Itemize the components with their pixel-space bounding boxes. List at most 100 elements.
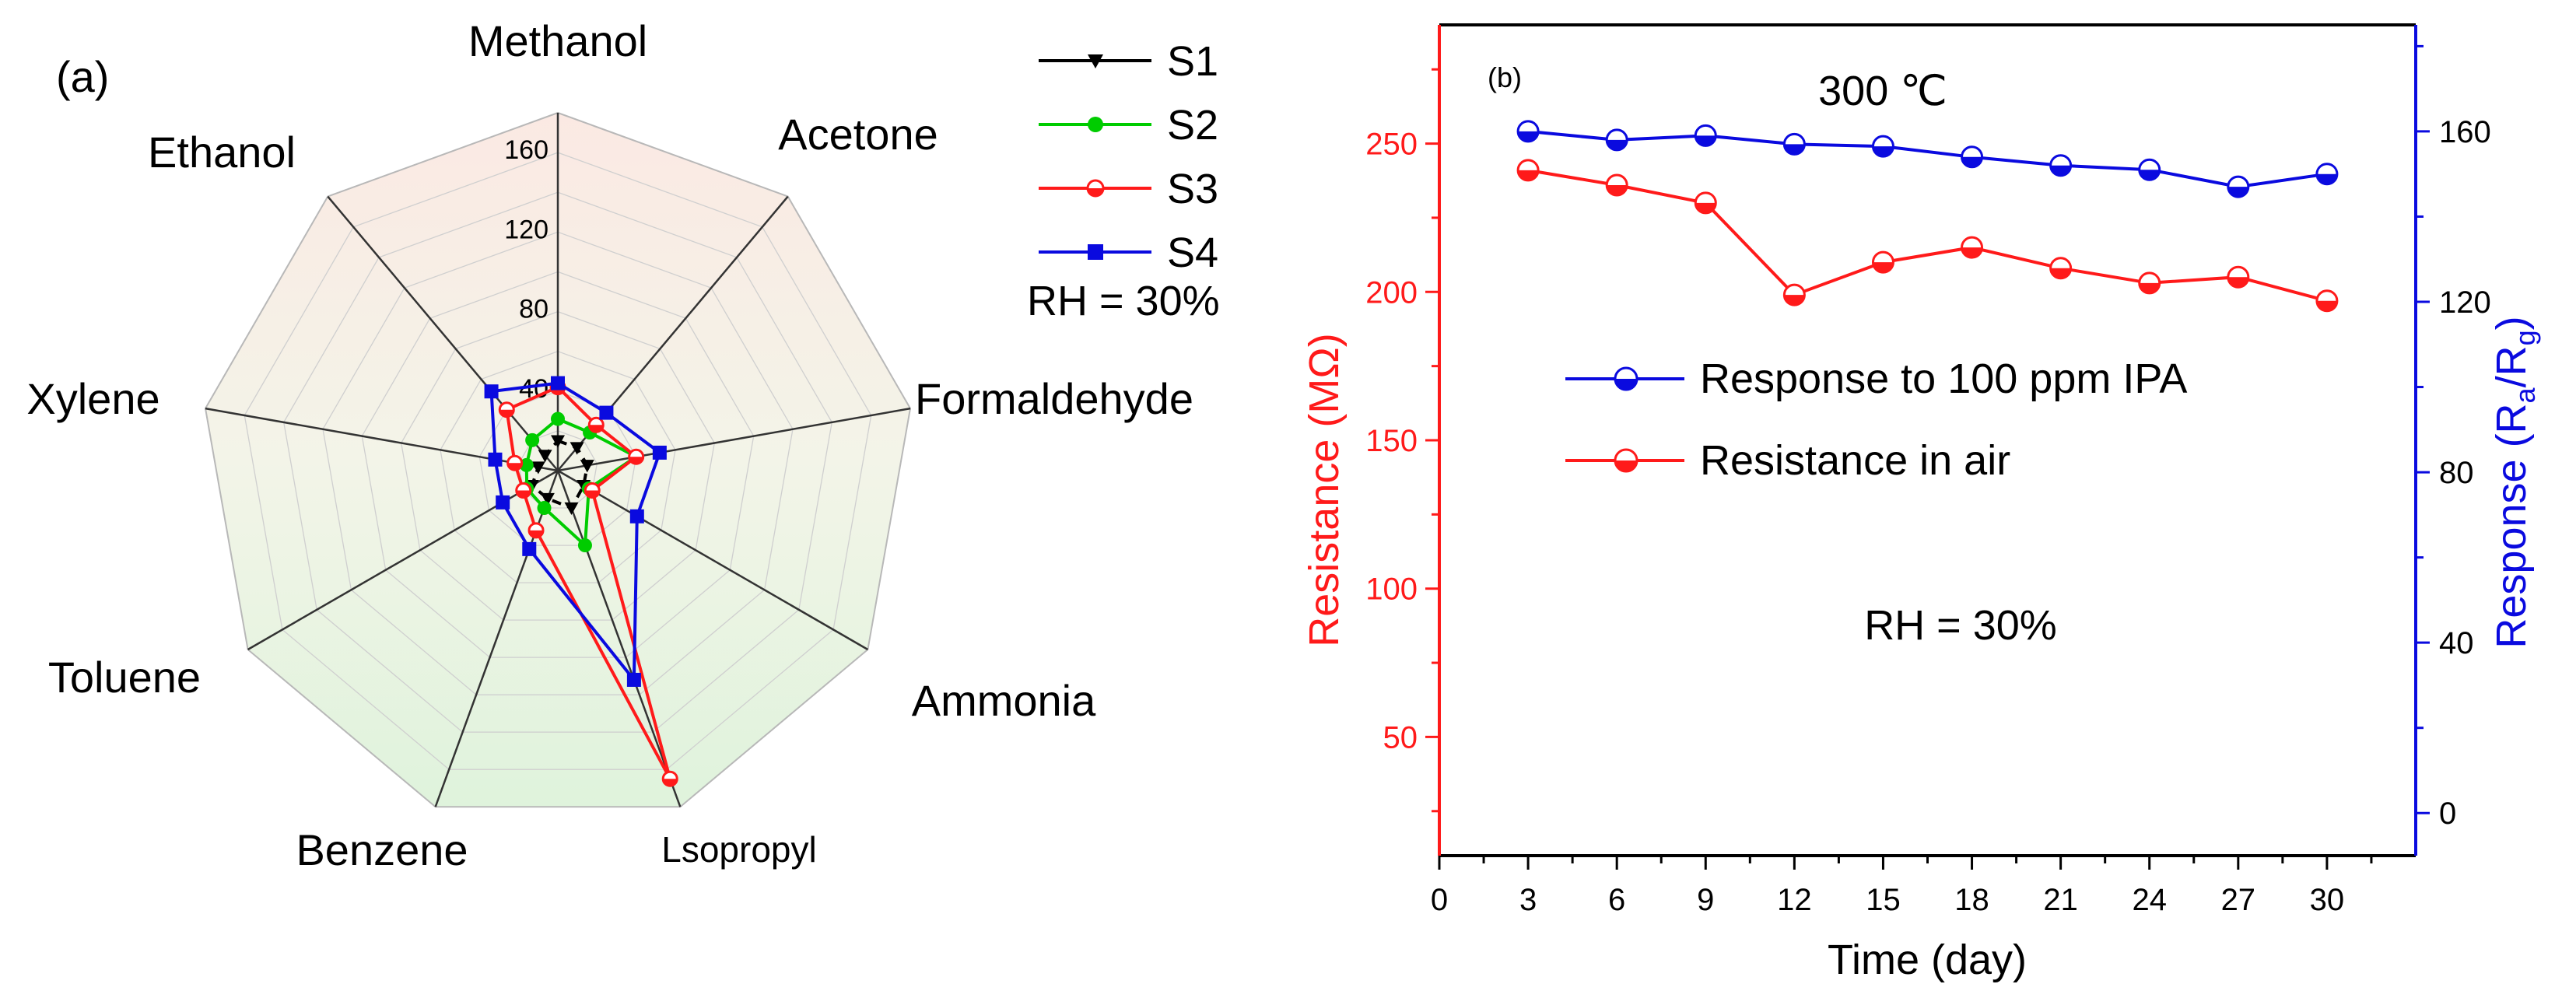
y-right-tick-label: 40 (2439, 626, 2474, 660)
radar-point (661, 770, 678, 787)
radar-tick-label: 80 (519, 295, 548, 324)
radar-grid (204, 111, 912, 808)
radar-axis-label: Benzene (296, 825, 468, 874)
radar-point (506, 454, 524, 471)
x-axis-label: Time (day) (1828, 937, 2027, 983)
y-left-tick-label: 200 (1365, 275, 1418, 310)
radar-point (551, 411, 565, 426)
radar-point (577, 538, 592, 553)
radar-series-line (524, 417, 640, 549)
radar-point (537, 501, 552, 516)
legend-marker (1088, 244, 1103, 260)
radar-point (652, 445, 667, 460)
radar-point (540, 492, 555, 506)
data-point (2315, 163, 2339, 186)
data-point (1605, 173, 1628, 197)
radar-grid-ring (518, 430, 598, 509)
radar-series-line (489, 381, 662, 685)
line-series-response (1516, 120, 2339, 198)
radar-legend: S1 S2 S3 S4 RH = 30% (1027, 38, 1220, 324)
radar-grid-ring (401, 310, 715, 621)
radar-grid-ring (283, 191, 832, 733)
legend-marker (1614, 448, 1638, 473)
line-chart-series (1516, 120, 2339, 313)
x-tick-label: 15 (1866, 883, 1901, 917)
x-tick-label: 24 (2132, 883, 2167, 917)
radar-axis-label: Ethanol (148, 128, 296, 177)
x-tick-label: 30 (2310, 883, 2345, 917)
radar-point (629, 509, 644, 524)
radar-point (498, 401, 515, 418)
legend-marker (1086, 179, 1105, 198)
radar-series-s1 (524, 435, 594, 516)
radar-annotation-rh: RH = 30% (1027, 278, 1220, 324)
data-point (1871, 250, 1894, 274)
radar-series-line (530, 439, 589, 510)
data-point (1871, 135, 1894, 158)
radar-point (515, 482, 532, 499)
data-point (2227, 175, 2250, 198)
x-tick-label: 12 (1777, 883, 1812, 917)
radar-spoke (327, 195, 559, 471)
radar-axis-label: Toluene (48, 653, 201, 702)
radar-axis-label: Lsopropyl (661, 829, 816, 870)
y-left-axis-label: Resistance (MΩ) (1301, 333, 1348, 646)
line-chart-legend: Response to 100 ppm IPA Resistance in air (1565, 355, 2187, 484)
radar-point (551, 435, 565, 448)
legend-label: S1 (1167, 38, 1218, 85)
radar-point (570, 442, 584, 455)
panel-a-label: (a) (56, 52, 109, 101)
radar-point (496, 495, 510, 510)
radar-point (551, 376, 565, 390)
y-right-axis-label: Response (Ra/Rg) (2488, 316, 2541, 648)
radar-axis-label: Formaldehyde (915, 374, 1193, 423)
legend-marker (1088, 117, 1103, 132)
radar-point (584, 482, 601, 499)
x-tick-label: 9 (1697, 883, 1714, 917)
x-tick-label: 18 (1954, 883, 1989, 917)
y-right-tick-label: 120 (2439, 285, 2491, 320)
y-right-tick-label: 80 (2439, 456, 2474, 490)
x-tick-label: 3 (1519, 883, 1537, 917)
legend-marker (1614, 366, 1638, 391)
legend-marker (1088, 54, 1103, 68)
legend-item-s3: S3 (1039, 166, 1218, 212)
legend-item-resistance: Resistance in air (1565, 437, 2010, 484)
y-left-tick-label: 150 (1365, 424, 1418, 458)
radar-grid-ring (244, 152, 872, 770)
radar-axis-label: Methanol (468, 16, 647, 65)
legend-item-s4: S4 (1039, 229, 1218, 276)
x-tick-label: 6 (1608, 883, 1625, 917)
radar-spoke (557, 407, 911, 472)
data-point (1516, 120, 1540, 143)
radar-tick-label: 160 (504, 135, 548, 165)
legend-label: S3 (1167, 166, 1218, 212)
y-right-tick-label: 160 (2439, 115, 2491, 149)
radar-spokes (205, 113, 911, 807)
y-right-tick-label: 0 (2439, 797, 2456, 831)
radar-series (484, 376, 678, 787)
radar-grid-ring (204, 111, 912, 808)
x-tick-label: 27 (2221, 883, 2256, 917)
data-point (1694, 124, 1717, 147)
panel-b-label: (b) (1488, 61, 1522, 93)
radar-grid-ring (322, 231, 794, 695)
radar-spoke (557, 469, 868, 651)
radar-point (531, 461, 545, 474)
radar-series-s4 (484, 376, 667, 687)
line-series-resistance (1516, 159, 2339, 313)
legend-label: S2 (1167, 102, 1218, 149)
radar-point (587, 416, 605, 433)
legend-item-s2: S2 (1039, 102, 1218, 149)
radar-point (519, 457, 534, 472)
series-line (1527, 168, 2328, 303)
chart-title: 300 ℃ (1818, 68, 1947, 114)
legend-item-s1: S1 (1039, 38, 1218, 85)
radar-point (527, 522, 545, 539)
y-left-tick-label: 250 (1365, 128, 1418, 162)
radar-point (522, 541, 537, 556)
series-line (1527, 129, 2328, 189)
radar-tick-label: 120 (504, 215, 548, 244)
legend-label: S4 (1167, 229, 1218, 276)
